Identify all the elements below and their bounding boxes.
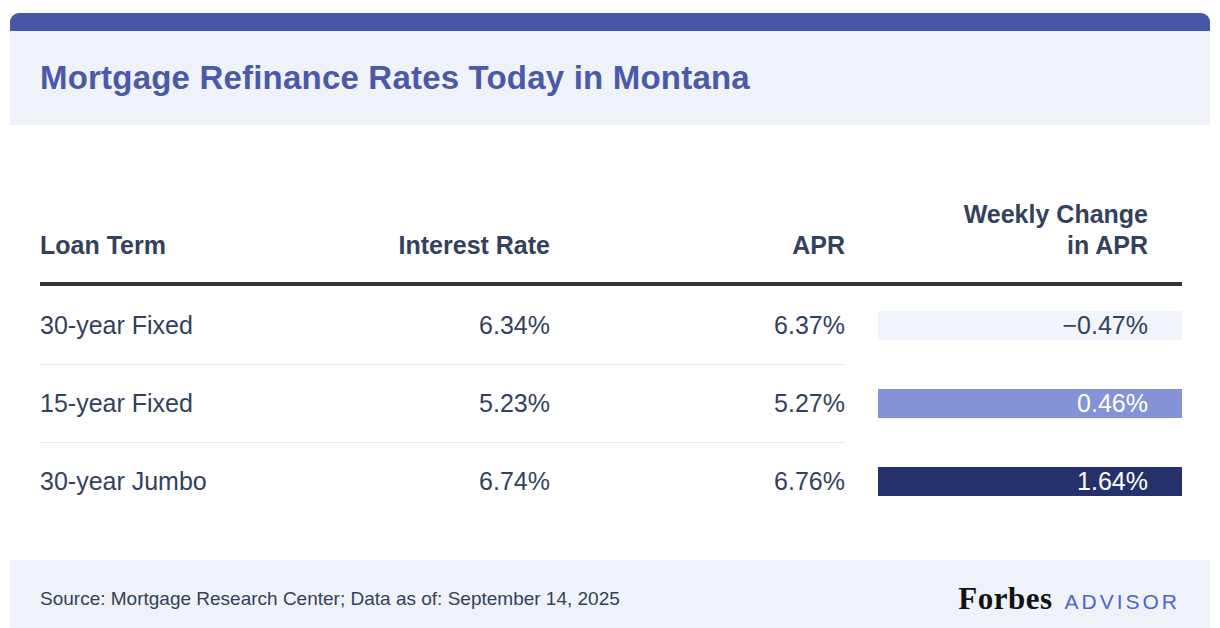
column-header-apr: APR bbox=[550, 185, 845, 282]
weekly-change-badge: −0.47% bbox=[878, 311, 1182, 340]
forbes-advisor-logo: Forbes ADVISOR bbox=[958, 581, 1180, 617]
table-row-2-interest-rate: 5.23% bbox=[290, 364, 550, 442]
forbes-wordmark: Forbes bbox=[958, 581, 1052, 617]
weekly-change-badge: 1.64% bbox=[878, 467, 1182, 496]
table-row-3-weekly-change-cell: 1.64% bbox=[845, 442, 1182, 520]
table-row-1-loan-term: 30-year Fixed bbox=[40, 286, 290, 364]
table-row-2-apr: 5.27% bbox=[550, 364, 845, 442]
table-row-1-weekly-change-cell: −0.47% bbox=[845, 286, 1182, 364]
source-note: Source: Mortgage Research Center; Data a… bbox=[40, 588, 620, 610]
table-row-1-interest-rate: 6.34% bbox=[290, 286, 550, 364]
accent-bar bbox=[10, 13, 1210, 31]
table-row-2-weekly-change-cell: 0.46% bbox=[845, 364, 1182, 442]
weekly-change-badge: 0.46% bbox=[878, 389, 1182, 418]
page-title: Mortgage Refinance Rates Today in Montan… bbox=[40, 59, 750, 97]
advisor-wordmark: ADVISOR bbox=[1064, 590, 1180, 614]
table-row-2-loan-term: 15-year Fixed bbox=[40, 364, 290, 442]
table-row-3-apr: 6.76% bbox=[550, 442, 845, 520]
footer: Source: Mortgage Research Center; Data a… bbox=[10, 560, 1210, 628]
table-row-3-interest-rate: 6.74% bbox=[290, 442, 550, 520]
table-row-1-apr: 6.37% bbox=[550, 286, 845, 364]
column-header-weekly-change: Weekly Change in APR bbox=[845, 185, 1182, 282]
rates-card: Mortgage Refinance Rates Today in Montan… bbox=[10, 13, 1210, 628]
column-header-interest-rate: Interest Rate bbox=[290, 185, 550, 282]
column-header-weekly-change-line1: Weekly Change bbox=[964, 199, 1148, 230]
rates-table: Loan Term Interest Rate APR Weekly Chang… bbox=[40, 185, 1182, 520]
column-header-loan-term: Loan Term bbox=[40, 185, 290, 282]
column-header-weekly-change-line2: in APR bbox=[1067, 230, 1148, 261]
header: Mortgage Refinance Rates Today in Montan… bbox=[10, 31, 1210, 125]
table-section: Loan Term Interest Rate APR Weekly Chang… bbox=[10, 125, 1210, 540]
table-row-3-loan-term: 30-year Jumbo bbox=[40, 442, 290, 520]
